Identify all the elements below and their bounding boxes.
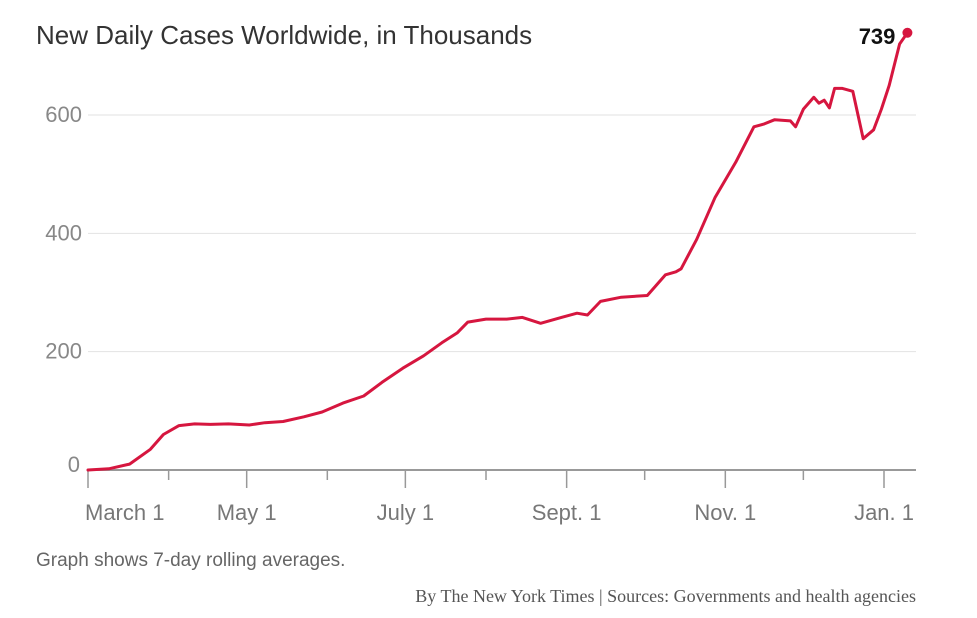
x-tick-label: May 1 bbox=[217, 500, 277, 525]
x-tick-label: March 1 bbox=[85, 500, 164, 525]
x-tick-label: July 1 bbox=[377, 500, 434, 525]
series-line-new-daily-cases bbox=[86, 31, 909, 472]
gridlines bbox=[88, 114, 916, 353]
y-tick-label: 400 bbox=[45, 220, 82, 245]
x-tick-label: Nov. 1 bbox=[694, 500, 756, 525]
y-tick-label: 200 bbox=[45, 339, 82, 364]
y-axis: 0 200 400 600 bbox=[45, 102, 82, 477]
chart-title: New Daily Cases Worldwide, in Thousands bbox=[36, 20, 532, 50]
y-tick-label: 0 bbox=[68, 452, 80, 477]
y-tick-label: 600 bbox=[45, 102, 82, 127]
chart-note: Graph shows 7-day rolling averages. bbox=[36, 550, 345, 571]
x-axis: March 1 May 1 July 1 Sept. 1 Nov. 1 Jan. 1 bbox=[85, 469, 916, 525]
last-value-marker bbox=[902, 27, 913, 38]
last-value-label: 739 bbox=[859, 24, 896, 49]
x-tick-label: Jan. 1 bbox=[854, 500, 914, 525]
x-tick-label: Sept. 1 bbox=[532, 500, 602, 525]
chart-credit: By The New York Times | Sources: Governm… bbox=[415, 586, 916, 606]
